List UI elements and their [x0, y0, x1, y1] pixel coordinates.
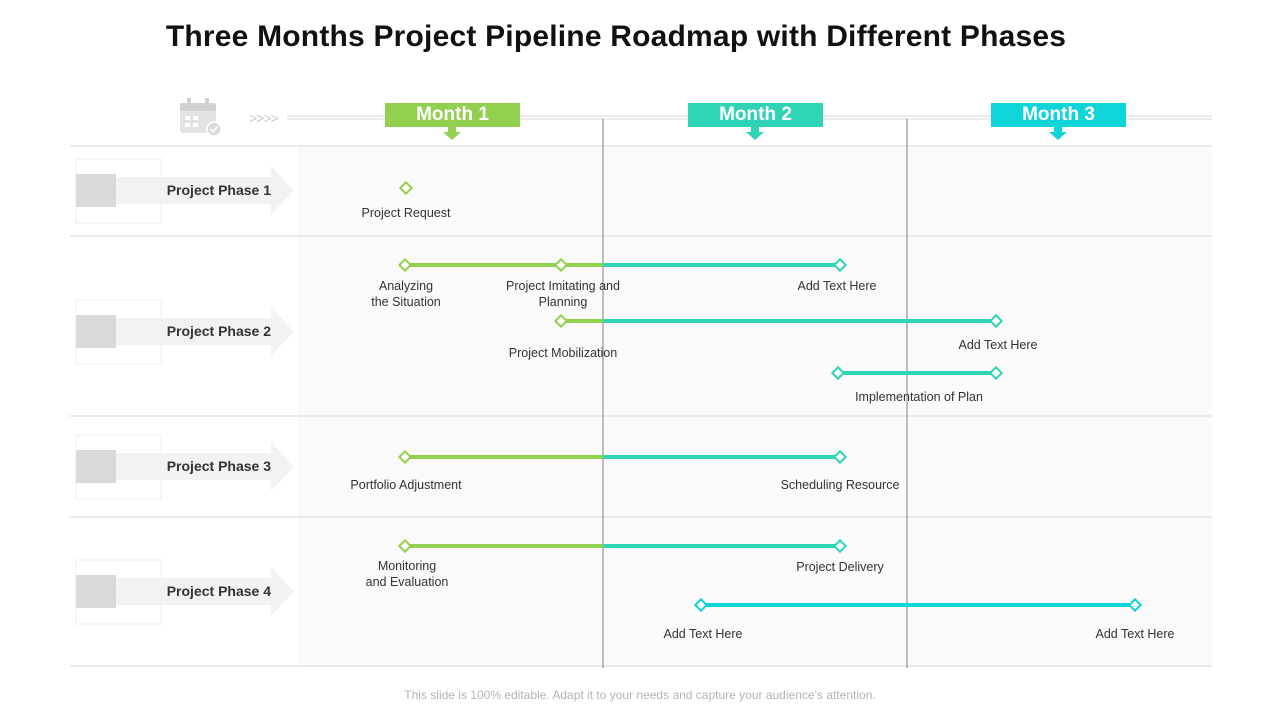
phase-1-label: Project Phase 1: [166, 182, 271, 198]
footer-note: This slide is 100% editable. Adapt it to…: [404, 688, 876, 702]
month-1-label: Month 1: [416, 104, 489, 125]
milestone-label-analyzing: Analyzing the Situation: [371, 279, 441, 309]
milestone-diamond: [832, 449, 848, 465]
month-2-label: Month 2: [719, 104, 792, 125]
milestone-label-implementation: Implementation of Plan: [855, 390, 983, 404]
month-2-banner: [688, 103, 823, 140]
milestone-label-portfolio: Portfolio Adjustment: [350, 478, 462, 492]
milestone-diamond: [832, 538, 848, 554]
milestone-label-add-text-2: Add Text Here: [958, 338, 1038, 352]
milestone-diamond: [553, 313, 569, 329]
milestone-label-add-text-1: Add Text Here: [797, 279, 877, 293]
milestone-diamond: [830, 365, 846, 381]
month-1-banner: [385, 103, 520, 140]
milestone-diamond: [553, 257, 569, 273]
month-3-banner: [991, 103, 1126, 140]
phase-2-marker: [75, 299, 294, 365]
phase-3-label: Project Phase 3: [166, 458, 271, 474]
milestone-diamond: [398, 180, 414, 196]
milestone-diamond: [1127, 597, 1143, 613]
milestone-label-delivery: Project Delivery: [796, 560, 884, 574]
milestone-diamond: [397, 538, 413, 554]
phase-1-marker: [75, 158, 294, 224]
milestone-label-add-text-4: Add Text Here: [1095, 627, 1175, 641]
milestone-diamond: [988, 365, 1004, 381]
milestone-label-imitating: Project Imitating and Planning: [506, 279, 620, 309]
phase-4-label: Project Phase 4: [166, 583, 271, 599]
milestone-label-add-text-3: Add Text Here: [663, 627, 743, 641]
timeline-background: [298, 146, 1212, 666]
month-3-label: Month 3: [1022, 104, 1095, 125]
milestone-label-monitoring: Monitoring and Evaluation: [365, 559, 449, 589]
chevrons-icon: >>>>: [249, 110, 279, 126]
phase-4-marker: [75, 559, 294, 625]
milestone-label-scheduling: Scheduling Resource: [780, 478, 900, 492]
calendar-check-icon: [180, 98, 222, 137]
page-title: Three Months Project Pipeline Roadmap wi…: [165, 20, 1067, 53]
phase-2-label: Project Phase 2: [166, 323, 271, 339]
milestone-diamond: [397, 449, 413, 465]
milestone-label-project-request: Project Request: [361, 206, 451, 220]
milestone-diamond: [397, 257, 413, 273]
phase-3-marker: [75, 434, 294, 500]
milestone-diamond: [693, 597, 709, 613]
milestone-diamond: [988, 313, 1004, 329]
milestone-diamond: [832, 257, 848, 273]
milestone-label-mobilization: Project Mobilization: [508, 346, 618, 360]
